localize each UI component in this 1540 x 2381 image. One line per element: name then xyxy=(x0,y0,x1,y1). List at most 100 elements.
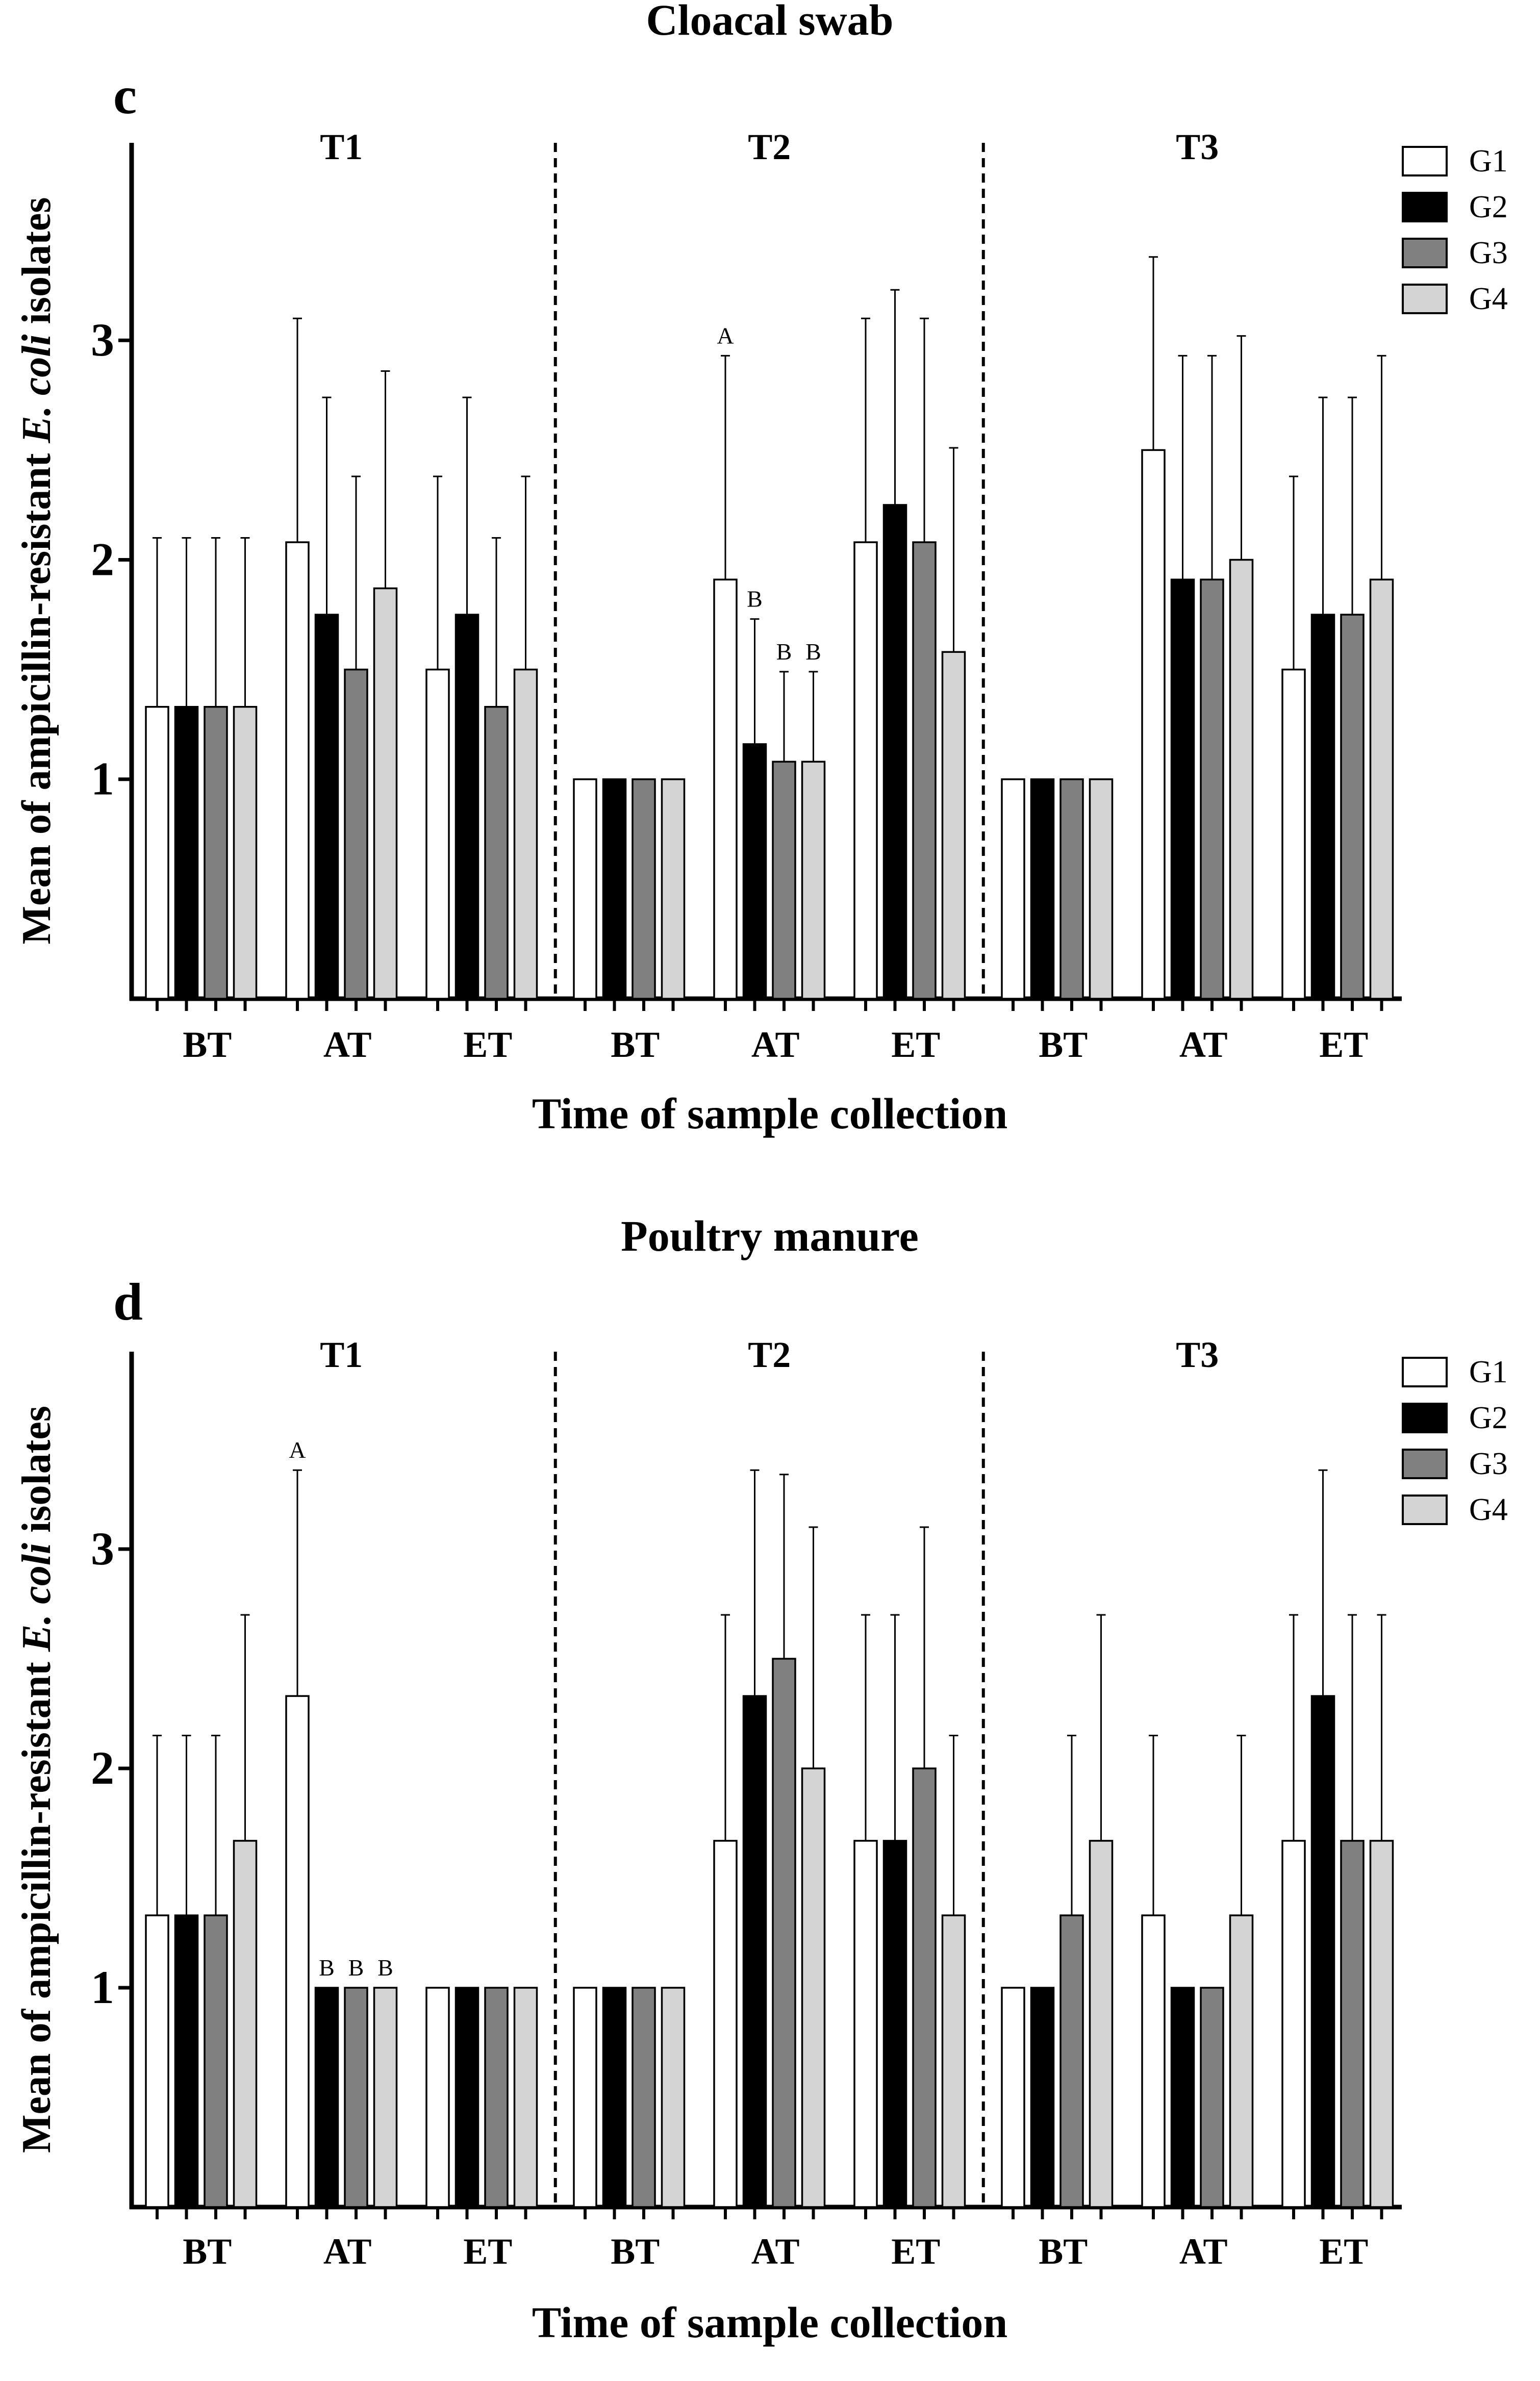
bar-t2-at-g3 xyxy=(772,1658,796,2208)
bar-t2-at-g1 xyxy=(713,578,738,1000)
y-axis-label-part: Mean of ampicillin-resistant xyxy=(14,443,59,945)
treatment-label: T3 xyxy=(1176,1334,1219,1375)
category-label: ET xyxy=(1319,2231,1368,2272)
category-label: ET xyxy=(463,2231,512,2272)
bar-t1-bt-g3 xyxy=(204,1914,228,2208)
bar-t2-bt-g1 xyxy=(573,778,597,1000)
bar-t1-et-g1 xyxy=(425,1987,450,2208)
bar-t3-bt-g3 xyxy=(1059,1914,1084,2208)
bar-t2-at-g3 xyxy=(772,761,796,1000)
panel-label: c xyxy=(113,66,137,125)
legend-label-g2: G2 xyxy=(1469,1401,1508,1435)
significance-letter: A xyxy=(717,322,734,348)
bar-t2-bt-g1 xyxy=(573,1987,597,2208)
bar-t3-at-g2 xyxy=(1170,578,1195,1000)
category-label: AT xyxy=(751,2231,800,2272)
bar-t1-bt-g4 xyxy=(233,1840,258,2208)
bar-t2-bt-g2 xyxy=(602,1987,627,2208)
category-label: BT xyxy=(611,1024,660,1065)
significance-letter: B xyxy=(319,1955,335,1981)
y-axis-label: Mean of ampicillin-resistant E. coli iso… xyxy=(14,197,59,944)
category-label: AT xyxy=(323,1024,372,1065)
bar-t1-bt-g3 xyxy=(204,706,228,1000)
bar-t2-et-g3 xyxy=(912,1767,937,2208)
bar-t3-bt-g4 xyxy=(1089,1840,1114,2208)
category-label: AT xyxy=(1179,2231,1228,2272)
bar-t1-et-g1 xyxy=(425,668,450,1000)
legend-label-g1: G1 xyxy=(1469,1355,1508,1389)
y-axis-label-part: isolates xyxy=(14,197,59,334)
category-label: AT xyxy=(751,1024,800,1065)
bar-t3-bt-g4 xyxy=(1089,778,1114,1000)
bar-t3-at-g2 xyxy=(1170,1987,1195,2208)
bar-t1-at-g1 xyxy=(285,1695,310,2208)
category-label: ET xyxy=(891,1024,940,1065)
panel-poultry-manure: Poultry manure d Mean of ampicillin-resist… xyxy=(14,1211,1508,2347)
category-label: BT xyxy=(183,1024,232,1065)
bar-t2-bt-g4 xyxy=(661,1987,686,2208)
y-axis-label-part: E. coli xyxy=(14,334,59,443)
bar-t3-at-g1 xyxy=(1141,449,1166,1000)
bar-t2-et-g3 xyxy=(912,541,937,1000)
legend-label-g1: G1 xyxy=(1469,144,1508,179)
bar-t1-et-g3 xyxy=(484,1987,509,2208)
bar-t1-et-g2 xyxy=(455,614,479,1000)
bar-t3-et-g4 xyxy=(1369,1840,1394,2208)
bar-t3-at-g3 xyxy=(1200,1987,1224,2208)
chart-title: Cloacal swab xyxy=(646,0,894,44)
bar-t1-at-g4 xyxy=(373,587,398,1000)
bar-t2-at-g4 xyxy=(801,1767,826,2208)
bar-t3-at-g1 xyxy=(1141,1914,1166,2208)
bar-t3-bt-g2 xyxy=(1030,1987,1055,2208)
x-axis-label: Time of sample collection xyxy=(532,2298,1007,2347)
y-tick-label: 3 xyxy=(91,314,114,366)
bar-t1-bt-g4 xyxy=(233,706,258,1000)
treatment-label: T2 xyxy=(748,1334,791,1375)
bar-t3-et-g2 xyxy=(1310,614,1335,1000)
significance-letter: B xyxy=(747,586,763,612)
bar-t2-et-g1 xyxy=(853,541,878,1000)
bar-t3-et-g4 xyxy=(1369,578,1394,1000)
bar-t1-at-g1 xyxy=(285,541,310,1000)
legend-swatch-g1 xyxy=(1402,1357,1448,1387)
bar-t3-at-g3 xyxy=(1200,578,1224,1000)
bar-t3-bt-g1 xyxy=(1001,778,1025,1000)
y-tick-label: 3 xyxy=(91,1523,114,1575)
bar-t3-et-g1 xyxy=(1281,1840,1306,2208)
bar-t1-bt-g2 xyxy=(174,1914,199,2208)
legend-swatch-g1 xyxy=(1402,146,1448,176)
legend-swatch-g2 xyxy=(1402,1403,1448,1433)
bar-t2-bt-g3 xyxy=(632,1987,656,2208)
y-axis-label-part: E. coli xyxy=(14,1543,59,1652)
bar-t2-et-g4 xyxy=(941,1914,966,2208)
significance-letter: B xyxy=(377,1955,393,1981)
y-tick-label: 1 xyxy=(91,753,114,805)
bar-t2-et-g1 xyxy=(853,1840,878,2208)
treatment-label: T1 xyxy=(320,126,363,167)
bar-t3-at-g4 xyxy=(1229,559,1254,1000)
bar-t1-at-g3 xyxy=(344,1987,368,2208)
bar-t2-at-g1 xyxy=(713,1840,738,2208)
y-tick-label: 2 xyxy=(91,533,114,585)
y-axis-label-part: Mean of ampicillin-resistant xyxy=(14,1652,59,2153)
legend-swatch-g3 xyxy=(1402,1449,1448,1479)
bar-t2-at-g2 xyxy=(742,743,767,1000)
legend-label-g3: G3 xyxy=(1469,236,1508,270)
bar-t3-et-g2 xyxy=(1310,1695,1335,2208)
bar-t2-et-g4 xyxy=(941,651,966,1000)
bar-t1-et-g2 xyxy=(455,1987,479,2208)
bar-t3-at-g4 xyxy=(1229,1914,1254,2208)
bar-t3-bt-g1 xyxy=(1001,1987,1025,2208)
category-label: AT xyxy=(1179,1024,1228,1065)
bar-t1-at-g4 xyxy=(373,1987,398,2208)
bar-t1-bt-g1 xyxy=(145,1914,169,2208)
bar-t2-at-g4 xyxy=(801,761,826,1000)
significance-letter: B xyxy=(776,639,792,665)
significance-letter: A xyxy=(289,1437,306,1463)
bar-t3-et-g1 xyxy=(1281,668,1306,1000)
panel-cloacal-swab: Cloacal swab c Mean of ampicillin-resistan… xyxy=(14,0,1508,1138)
treatment-label: T3 xyxy=(1176,126,1219,167)
significance-letter: B xyxy=(805,639,821,665)
bar-t3-bt-g3 xyxy=(1059,778,1084,1000)
